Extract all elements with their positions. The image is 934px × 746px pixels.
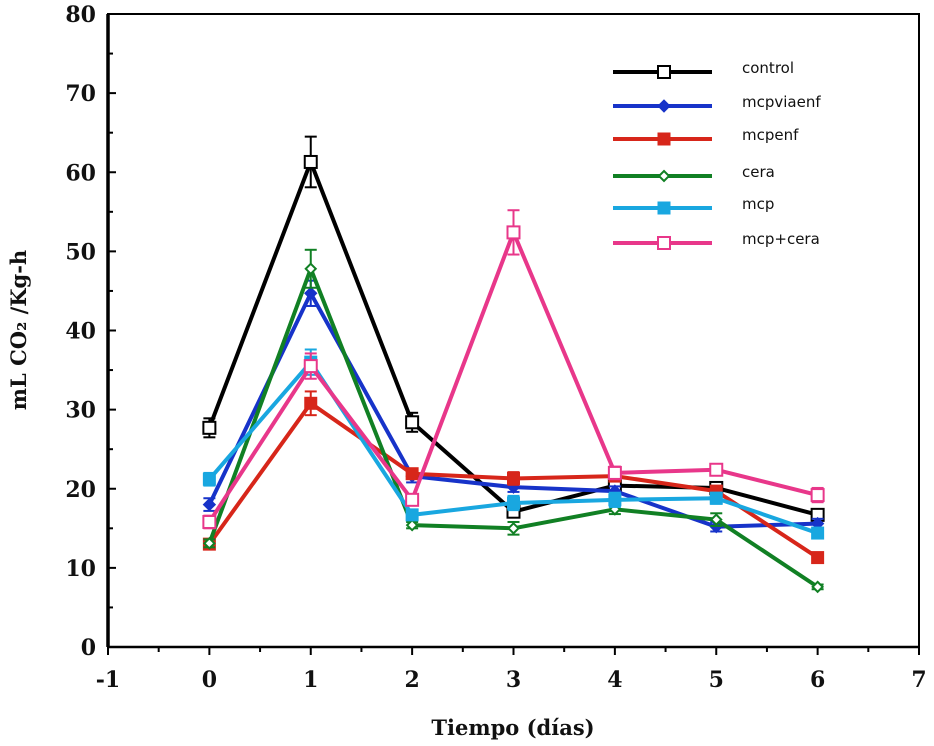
data-point — [304, 286, 318, 301]
data-point — [811, 551, 825, 565]
x-tick-label: 0 — [202, 667, 217, 693]
legend-item: mcpviaenf — [613, 93, 821, 113]
x-tick-label: 2 — [404, 667, 419, 693]
data-point — [304, 396, 318, 410]
legend-item: mcp — [613, 195, 774, 215]
x-axis-ticks: -1 0 1 2 3 4 5 6 7 — [96, 647, 927, 693]
data-point — [811, 580, 825, 594]
legend-marker — [657, 132, 671, 146]
data-point — [405, 492, 420, 507]
series-mcp — [202, 348, 825, 540]
y-tick-label: 30 — [65, 398, 96, 424]
data-point — [202, 497, 217, 512]
legend-item: cera — [613, 163, 775, 183]
x-axis-title: Tiempo (días) — [431, 715, 594, 740]
legend-marker — [657, 99, 671, 113]
data-point — [405, 467, 419, 481]
y-axis-title: mL CO₂ /Kg-h — [6, 250, 31, 410]
legend-marker — [657, 169, 671, 183]
x-tick-label: 5 — [709, 667, 724, 693]
data-point — [405, 415, 420, 430]
y-tick-label: 60 — [65, 160, 96, 186]
data-point — [202, 514, 217, 529]
data-point — [709, 462, 724, 477]
y-tick-label: 50 — [65, 239, 96, 265]
legend-label: mcp — [742, 195, 774, 213]
y-tick-label: 40 — [65, 319, 96, 345]
y-tick-label: 20 — [65, 477, 96, 503]
data-point — [811, 526, 825, 540]
data-point — [507, 496, 520, 510]
data-point — [202, 536, 216, 550]
legend-marker — [657, 201, 671, 215]
x-tick-label: 7 — [911, 667, 926, 693]
data-point — [303, 154, 318, 169]
data-point — [202, 472, 216, 486]
x-tick-label: 6 — [810, 667, 825, 693]
series-control — [202, 135, 825, 522]
data-point — [507, 521, 520, 535]
data-point — [507, 471, 520, 485]
data-point — [607, 465, 622, 480]
series-cera — [202, 248, 825, 594]
x-tick-label: 4 — [607, 667, 622, 693]
y-tick-label: 0 — [81, 635, 96, 661]
legend: control mcpviaenf mcpenf cera mcp mcp+cera — [613, 59, 821, 250]
y-tick-label: 10 — [65, 556, 96, 582]
x-tick-label: 3 — [506, 667, 521, 693]
y-tick-label: 70 — [65, 81, 96, 107]
x-tick-label: 1 — [303, 667, 318, 693]
data-point — [405, 508, 419, 522]
series-layer — [202, 135, 825, 594]
legend-label: mcpviaenf — [742, 93, 821, 111]
y-axis-ticks: 0 10 20 30 40 50 60 70 80 — [65, 2, 116, 661]
legend-label: mcp+cera — [742, 230, 820, 248]
data-point — [810, 488, 825, 503]
legend-label: mcpenf — [742, 126, 799, 144]
series-mcp-cera — [202, 209, 825, 530]
data-point — [709, 513, 723, 527]
data-point — [303, 359, 318, 374]
data-point — [202, 420, 217, 435]
legend-item: mcpenf — [613, 126, 799, 146]
data-point — [304, 262, 318, 276]
y-tick-label: 80 — [65, 2, 96, 28]
legend-marker — [657, 236, 671, 250]
data-point — [405, 518, 419, 532]
legend-marker — [657, 65, 671, 79]
series-mcpenf — [202, 390, 825, 565]
data-point — [709, 491, 723, 505]
legend-label: control — [742, 59, 794, 77]
x-tick-label: -1 — [96, 667, 120, 693]
legend-item: mcp+cera — [613, 230, 820, 250]
legend-item: control — [613, 59, 794, 79]
data-point — [608, 493, 622, 507]
data-point — [506, 225, 521, 240]
legend-label: cera — [742, 163, 775, 181]
